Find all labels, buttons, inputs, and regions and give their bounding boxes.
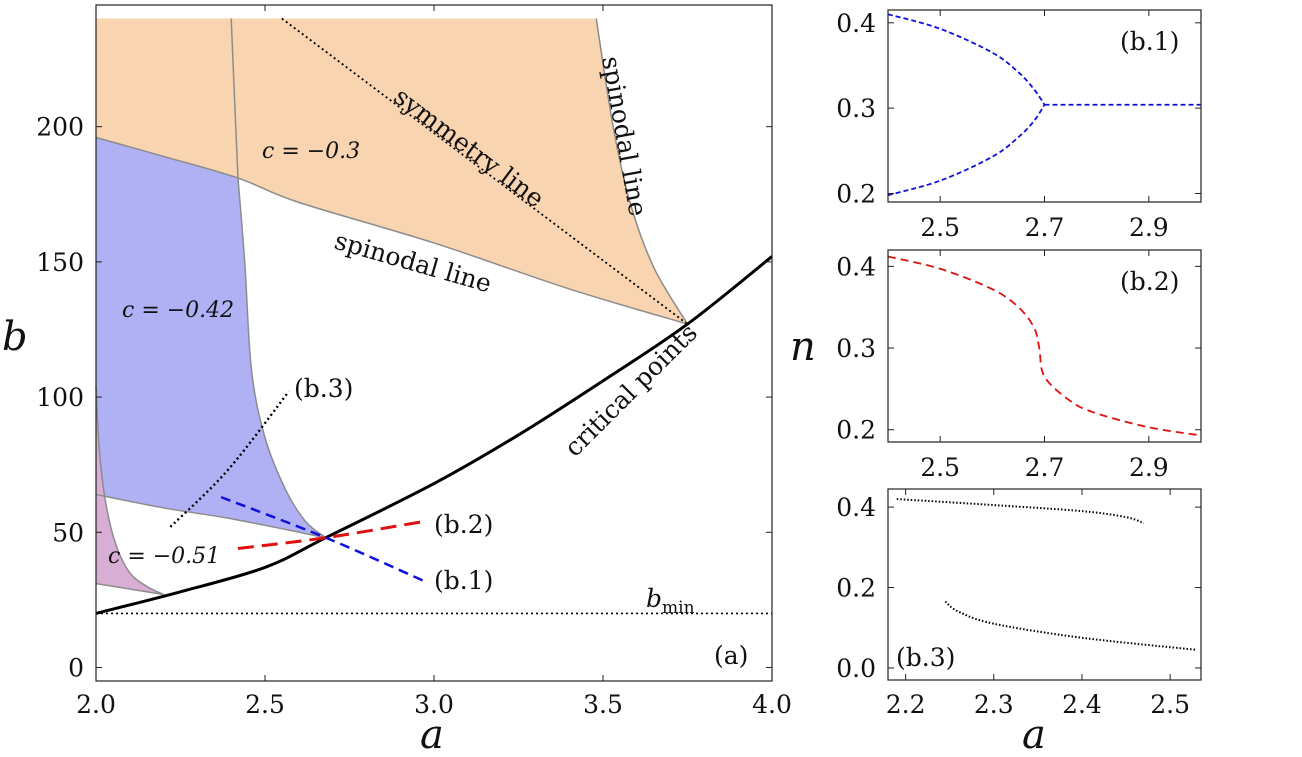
- x-tick-label: 2.9: [1129, 213, 1169, 242]
- inset-curve-upper: [888, 13, 1046, 106]
- inset-curve-n: [888, 255, 1201, 437]
- critical-points-line: [95, 255, 773, 615]
- x-tick-label: 4.0: [752, 690, 792, 719]
- y-tick-label: 0.3: [836, 334, 876, 363]
- x-axis-label-a: a: [420, 712, 444, 757]
- inset-curve-upper-branch: [896, 498, 1145, 525]
- boundary-c-0.3-top: [230, 18, 239, 179]
- x-tick-label: 2.9: [1129, 453, 1169, 482]
- x-tick-label: 3.5: [583, 690, 623, 719]
- panel-b3: 2.2 2.3 2.4 2.5 0.0 0.2 0.4 (b.3) a: [836, 488, 1202, 757]
- y-tick-label: 0.2: [836, 416, 876, 445]
- panel-a-ticks: 2.0 2.5 3.0 3.5 4.0 0 50 100 150 200: [36, 5, 792, 719]
- b2-label: (b.2): [434, 510, 493, 539]
- panel-b2-label: (b.2): [1120, 267, 1179, 296]
- spinodal-boundary-right: [595, 18, 689, 325]
- c-0.42-label: c = −0.42: [122, 298, 234, 323]
- y-tick-label: 0.4: [836, 493, 876, 522]
- c-0.3-label: c = −0.3: [262, 139, 360, 164]
- panel-b3-label: (b.3): [896, 643, 955, 672]
- boundary-c-0.51-bottom: [95, 582, 164, 596]
- y-tick-label: 0.2: [836, 574, 876, 603]
- b1-label: (b.1): [434, 566, 493, 595]
- region-c-0.42: [96, 137, 326, 538]
- y-tick-label: 50: [52, 518, 84, 547]
- y-axis-label-n: n: [790, 324, 816, 370]
- x-tick-label: 3.0: [414, 690, 454, 719]
- panel-a-label: (a): [714, 641, 748, 670]
- y-axis-label-b: b: [2, 314, 28, 360]
- y-tick-label: 0.4: [836, 252, 876, 281]
- x-tick-label: 2.5: [245, 690, 285, 719]
- panel-b1: 2.5 2.7 2.9 0.2 0.3 0.4 (b.1): [836, 9, 1202, 242]
- panel-b1-label: (b.1): [1120, 27, 1179, 56]
- region-c-0.51: [96, 386, 164, 595]
- spinodal-boundary-middle: [95, 136, 688, 325]
- path-b1: [220, 495, 425, 583]
- y-tick-label: 0.2: [836, 179, 876, 208]
- region-c-0.3: [96, 18, 688, 325]
- boundary-c-0.51: [95, 386, 164, 596]
- panel-b2: 2.5 2.7 2.9 0.2 0.3 0.4 (b.2) n: [790, 249, 1202, 482]
- x-tick-label: 2.4: [1062, 690, 1102, 719]
- phase-regions: [96, 18, 688, 595]
- x-tick-label: 2.0: [76, 690, 116, 719]
- x-tick-label: 2.3: [974, 690, 1014, 719]
- x-tick-label: 2.7: [1025, 213, 1065, 242]
- c-0.51-label: c = −0.51: [108, 544, 220, 569]
- panel-b3-frame: [887, 488, 1202, 681]
- boundary-c-0.51-top: [95, 493, 326, 539]
- x-tick-label: 2.2: [886, 690, 926, 719]
- y-tick-label: 100: [36, 383, 84, 412]
- y-tick-label: 0.0: [836, 654, 876, 683]
- bmin-label: bmin: [646, 584, 695, 618]
- x-tick-label: 2.5: [920, 213, 960, 242]
- x-tick-label: 2.5: [920, 453, 960, 482]
- inset-curve-lower-branch: [944, 600, 1197, 651]
- critical-points-label: critical points: [559, 318, 703, 462]
- path-b3: [169, 390, 290, 528]
- x-tick-label: 2.5: [1150, 690, 1190, 719]
- y-tick-label: 150: [36, 248, 84, 277]
- x-tick-label: 2.7: [1025, 453, 1065, 482]
- panel-a-curves: [95, 17, 773, 615]
- b3-label: (b.3): [294, 374, 353, 403]
- y-tick-label: 200: [36, 113, 84, 142]
- x-axis-label-a-inset: a: [1022, 712, 1046, 757]
- y-tick-label: 0: [68, 653, 84, 682]
- y-tick-label: 0.3: [836, 94, 876, 123]
- inset-curve-lower: [888, 104, 1046, 197]
- boundary-c-0.42: [237, 177, 327, 539]
- y-tick-label: 0.4: [836, 9, 876, 38]
